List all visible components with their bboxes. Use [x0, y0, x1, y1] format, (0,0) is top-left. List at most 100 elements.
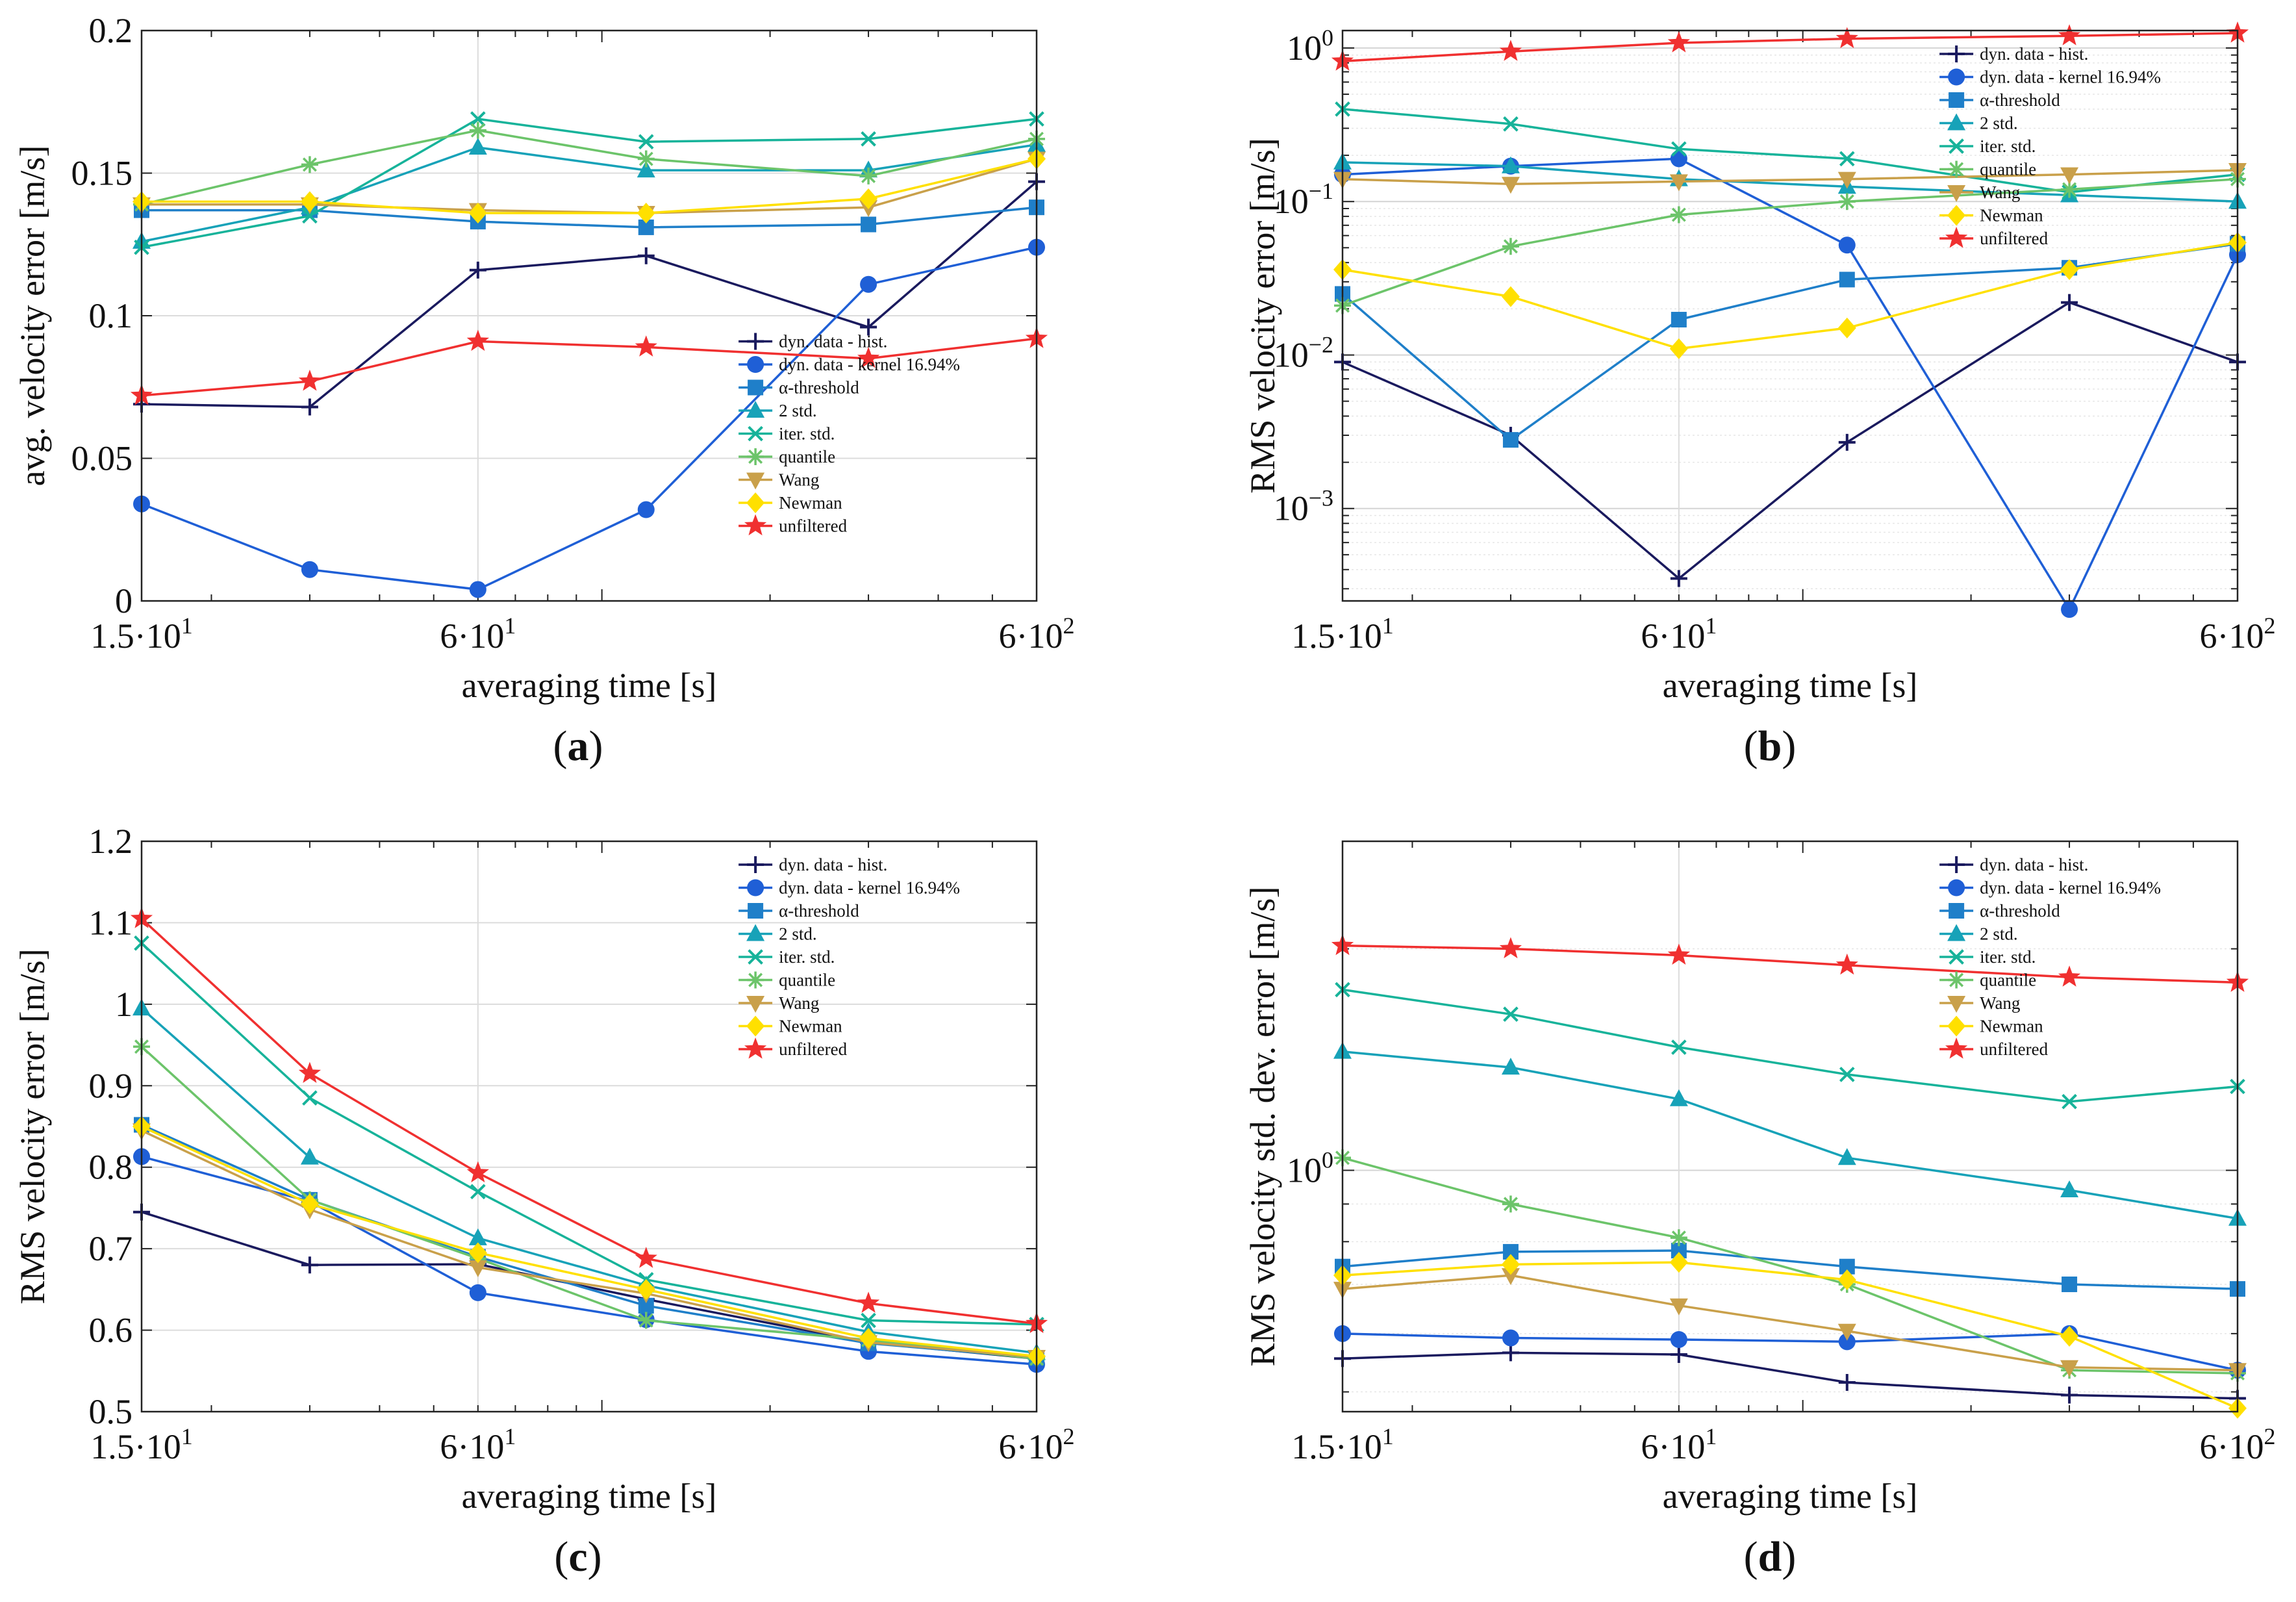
series-line-1	[1342, 1332, 2238, 1372]
data-point	[1670, 150, 1687, 168]
y-tick-label: 0.6	[89, 1311, 133, 1350]
legend-label: quantile	[779, 971, 835, 990]
legend-label: Newman	[1980, 206, 2043, 225]
series-group	[130, 111, 1048, 598]
legend-marker	[1948, 160, 1965, 178]
data-point	[1501, 1268, 1520, 1286]
x-tick-label: 6·102	[2200, 613, 2276, 655]
data-point	[466, 1161, 489, 1183]
data-point	[1501, 1254, 1520, 1275]
data-point	[470, 111, 486, 127]
legend-marker	[1947, 924, 1966, 941]
legend-marker	[748, 903, 764, 919]
y-axis-label: RMS velocity std. dev. error [m/s]	[1243, 887, 1282, 1367]
data-point	[1669, 174, 1688, 192]
data-point	[635, 1247, 657, 1268]
series-line-4	[141, 118, 1037, 249]
series-line-7	[1342, 1261, 2238, 1410]
legend-marker	[748, 379, 764, 396]
x-axis-label: averaging time [s]	[1663, 1477, 1918, 1516]
series-line-5	[1342, 1156, 2238, 1375]
data-point	[637, 1312, 655, 1329]
legend-label: quantile	[1980, 160, 2036, 179]
legend: dyn. data - hist. dyn. data - kernel 16.9…	[738, 855, 960, 1059]
legend-marker	[746, 492, 765, 514]
data-point	[857, 346, 880, 368]
data-point	[469, 1284, 486, 1301]
x-tick-label: 6·102	[999, 613, 1075, 655]
data-point	[1671, 141, 1687, 157]
data-point	[1502, 1195, 1519, 1213]
legend-label: 2 std.	[779, 401, 817, 420]
legend-label: quantile	[779, 447, 835, 466]
data-point	[1670, 1229, 1687, 1247]
legend-marker	[746, 996, 765, 1013]
legend-marker	[1948, 45, 1965, 62]
legend-label: Newman	[779, 1017, 842, 1036]
y-tick-label: 0.5	[89, 1392, 133, 1431]
data-point	[301, 561, 318, 578]
data-point	[2061, 601, 2078, 618]
legend-label: iter. std.	[1980, 947, 2036, 967]
legend-marker	[1947, 996, 1966, 1013]
data-point	[1669, 1298, 1688, 1316]
y-tick-label: 0.8	[89, 1148, 133, 1187]
series-group	[130, 907, 1048, 1373]
legend-label: 2 std.	[779, 924, 817, 944]
data-point	[469, 121, 486, 139]
data-point	[1667, 31, 1690, 53]
series-line-4	[140, 942, 1037, 1326]
data-point	[637, 160, 655, 178]
series-line-8	[141, 337, 1037, 397]
chart-panel-a: 0 0.05 0.1 0.15 0.2 1.5·101 6·101 6·102 averagin…	[13, 11, 1074, 770]
data-point	[1501, 286, 1520, 307]
x-tick-label: 6·101	[1641, 1423, 1717, 1466]
y-tick-label: 0.2	[89, 11, 133, 50]
legend-label: dyn. data - kernel 16.94%	[779, 355, 960, 374]
data-point	[2060, 1180, 2079, 1197]
y-tick-label: 10−1	[1274, 178, 1333, 221]
axes-box	[1341, 29, 2239, 602]
legend: dyn. data - hist. dyn. data - kernel 16.9…	[738, 332, 960, 536]
data-point	[1836, 953, 1858, 975]
legend-label: dyn. data - hist.	[1980, 855, 2088, 874]
data-point	[1837, 1323, 1856, 1341]
data-point	[1838, 236, 1856, 254]
data-point	[857, 1291, 880, 1313]
y-tick-label: 1.1	[89, 903, 133, 942]
y-tick-label: 100	[1287, 1147, 1333, 1190]
series-line-2	[142, 206, 1037, 229]
data-point	[2060, 259, 2079, 281]
data-point	[860, 318, 877, 336]
series-line-6	[1342, 169, 2238, 186]
data-point	[637, 247, 655, 264]
series-line-6	[142, 157, 1037, 214]
data-point	[300, 1147, 319, 1165]
data-point	[300, 1193, 319, 1215]
data-point	[1503, 1006, 1519, 1022]
y-axis-label: avg. velocity error [m/s]	[13, 146, 52, 487]
data-point	[2058, 965, 2081, 987]
x-tick-label: 6·101	[440, 1423, 516, 1466]
series-line-7	[1342, 241, 2238, 350]
x-tick-label: 1.5·101	[90, 1423, 192, 1466]
data-point	[1502, 432, 1519, 448]
data-point	[1837, 1269, 1856, 1291]
data-point	[2062, 1277, 2078, 1293]
legend-marker	[748, 426, 763, 442]
data-point	[1837, 172, 1856, 189]
data-point	[1839, 272, 1855, 288]
legend-marker	[1945, 1037, 1968, 1059]
legend-label: Newman	[1980, 1017, 2043, 1036]
chart-panel-c: 0.5 0.6 0.7 0.8 0.9 1 1.1 1.2 1.5·101 6·101 6·102 a…	[13, 822, 1074, 1581]
series-line-1	[141, 1155, 1037, 1366]
legend-marker	[1947, 205, 1966, 226]
data-point	[637, 501, 655, 518]
legend-label: unfiltered	[779, 1039, 847, 1059]
data-point	[466, 329, 489, 351]
data-point	[1838, 193, 1856, 210]
panel-label: (a)	[553, 722, 603, 770]
data-point	[468, 202, 487, 223]
series-line-6	[141, 1129, 1037, 1358]
series-line-4	[1342, 108, 2238, 194]
